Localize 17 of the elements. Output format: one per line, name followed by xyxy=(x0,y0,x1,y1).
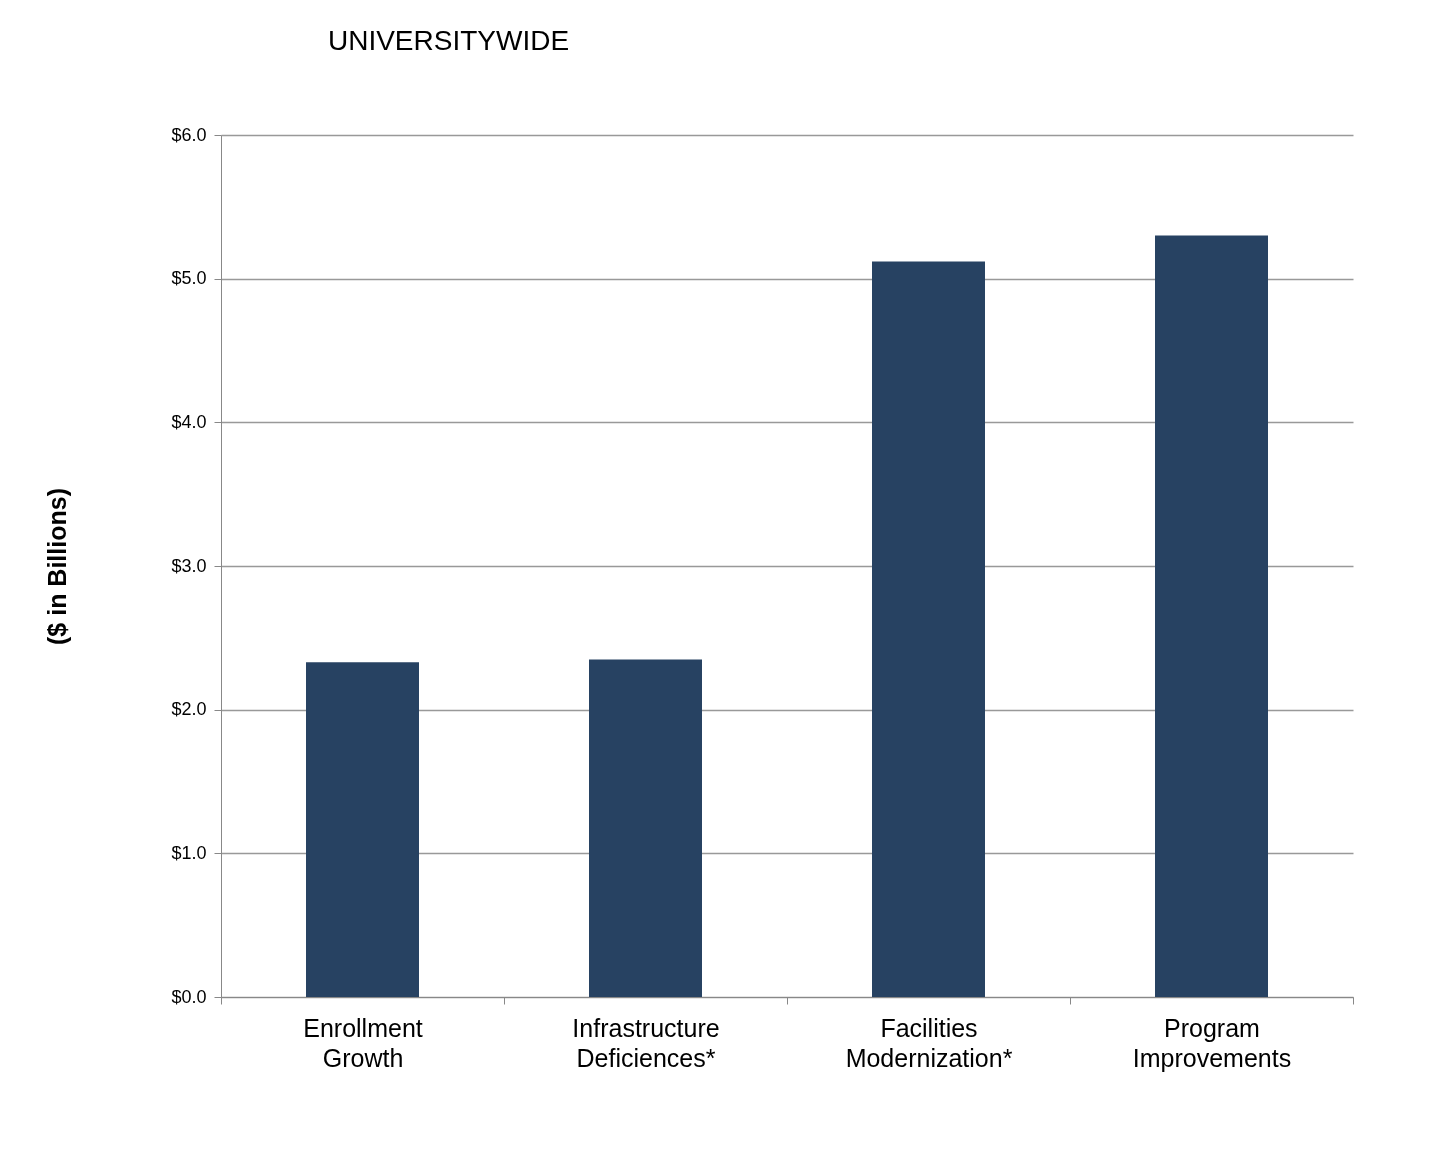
y-tick-label: $3.0 xyxy=(171,555,207,576)
bar xyxy=(589,659,702,997)
x-tick-label: Program Improvements xyxy=(1132,1013,1292,1072)
y-axis-title: ($ in Billions) xyxy=(43,488,72,645)
x-tick-label: Infrastructure Deficiences* xyxy=(572,1013,720,1072)
bar xyxy=(1155,235,1268,997)
bar xyxy=(872,261,985,997)
chart-title: UNIVERSITYWIDE xyxy=(327,25,570,56)
y-tick-label: $4.0 xyxy=(171,411,207,432)
bar xyxy=(306,662,419,997)
y-tick-label: $1.0 xyxy=(171,842,207,863)
y-tick-label: $0.0 xyxy=(171,986,207,1007)
x-tick-label: Enrollment Growth xyxy=(303,1013,423,1072)
y-tick-label: $6.0 xyxy=(171,124,207,145)
y-tick-label: $5.0 xyxy=(171,268,207,289)
x-tick-label: Facilities Modernization* xyxy=(845,1013,1013,1072)
y-tick-label: $2.0 xyxy=(171,699,207,720)
